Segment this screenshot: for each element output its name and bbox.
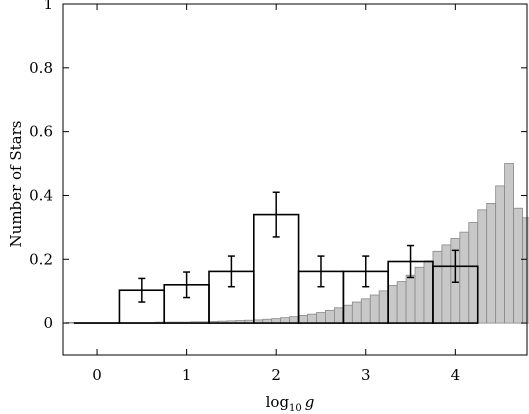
filled-histogram-series [65,163,529,324]
error-bars [138,191,459,303]
error-bar [183,271,191,299]
gray-bar [414,266,425,324]
error-bar [138,277,146,303]
y-tick-label: 0.8 [29,59,53,77]
gray-bar [477,209,488,324]
error-bar [451,249,459,283]
error-bar [317,255,325,288]
x-axis-label-variable: g [305,393,315,411]
x-axis-label-base: log [266,393,290,411]
gray-bar [495,185,506,324]
error-bar [407,244,415,279]
y-tick-label: 0.2 [29,250,53,268]
y-tick-label: 1 [43,0,53,13]
gray-bar [378,290,389,324]
x-tick-label: 4 [451,366,461,384]
gray-bar [468,222,479,324]
error-bar [272,191,280,238]
x-tick-label: 0 [92,366,102,384]
gray-bar [504,163,514,324]
y-tick-label: 0.6 [29,123,53,141]
gray-bar [351,301,362,324]
gray-bar [423,260,434,324]
error-bar [227,255,235,288]
gray-bar [459,231,470,324]
x-tick-label: 3 [361,366,371,384]
gray-bar [334,307,344,324]
plot-frame [62,3,528,356]
error-bar [362,255,370,288]
gray-bar [387,285,398,324]
x-tick-label: 1 [182,366,192,384]
gray-bar [298,315,308,324]
y-axis-label: Number of Stars [7,121,25,248]
gray-bar [369,294,380,324]
gray-bar [360,298,371,324]
gray-bar [486,203,497,324]
gray-bar [289,316,299,324]
gray-bar [280,317,291,324]
gray-bar [307,313,317,324]
y-tick-label: 0.4 [29,186,53,204]
gray-bar [316,312,326,324]
gray-bar [396,281,407,324]
gray-bar [405,274,416,324]
y-tick-label: 0 [43,314,53,332]
gray-bar [513,207,523,324]
axis-ticks [63,3,527,355]
x-axis-label-subscript: 10 [289,403,302,414]
gray-bar [522,217,529,324]
x-axis-label: log10 g [266,393,315,414]
gray-bar [441,244,452,324]
tick-labels: 0 1 2 3 4 0 0.2 0.4 0.6 0.8 1 [29,0,460,384]
gray-bar [342,304,353,324]
gray-bar [432,250,443,324]
x-tick-label: 2 [271,366,281,384]
gray-bar [325,309,335,324]
